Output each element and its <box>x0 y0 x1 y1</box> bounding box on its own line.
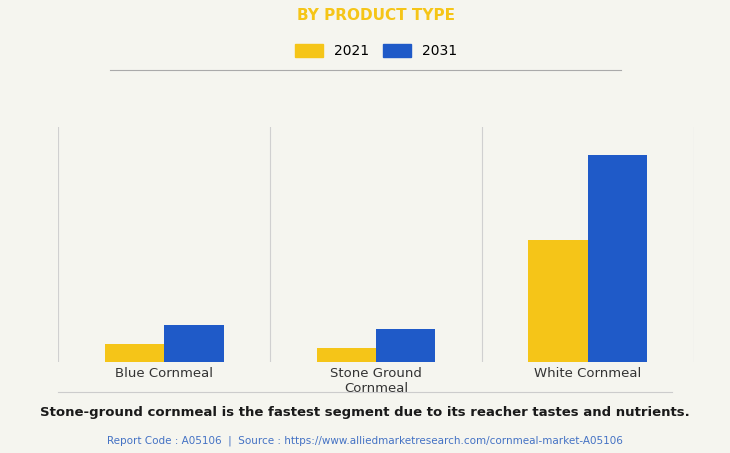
Text: BY PRODUCT TYPE: BY PRODUCT TYPE <box>297 8 455 23</box>
Bar <box>105 343 164 362</box>
Bar <box>588 155 647 362</box>
Text: Stone-ground cornmeal is the fastest segment due to its reacher tastes and nutri: Stone-ground cornmeal is the fastest seg… <box>40 406 690 419</box>
Bar <box>164 325 223 362</box>
Bar <box>317 348 376 362</box>
Bar <box>529 240 588 362</box>
Text: Report Code : A05106  |  Source : https://www.alliedmarketresearch.com/cornmeal-: Report Code : A05106 | Source : https://… <box>107 435 623 446</box>
Bar <box>376 329 435 362</box>
Legend: 2021, 2031: 2021, 2031 <box>295 44 457 58</box>
